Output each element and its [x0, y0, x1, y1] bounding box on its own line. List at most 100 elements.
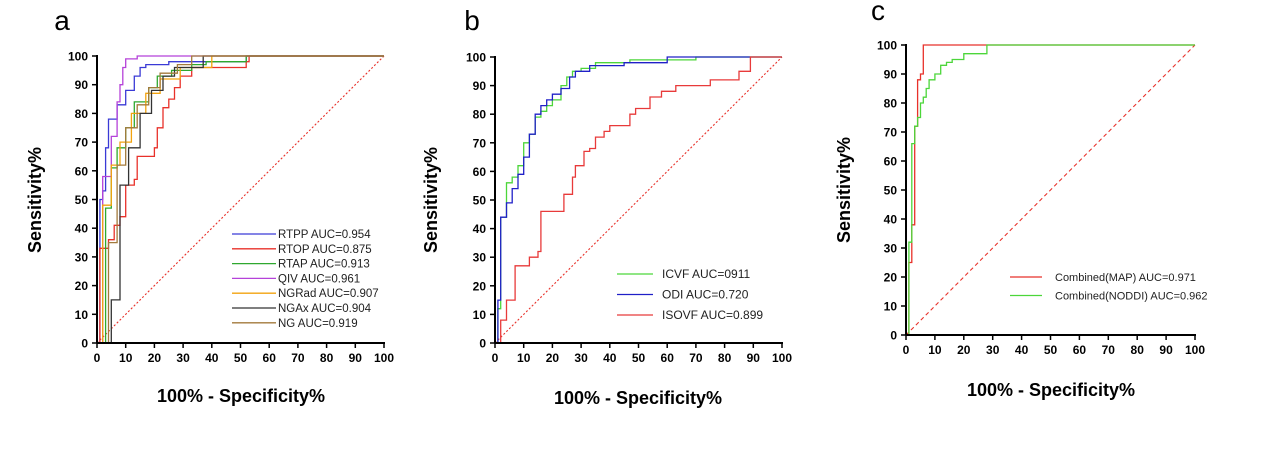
panel-label: b [464, 5, 480, 36]
x-tick-label: 80 [718, 351, 732, 365]
y-tick-label: 80 [75, 107, 89, 121]
y-tick-label: 70 [473, 136, 487, 150]
legend-entry: ISOVF AUC=0.899 [662, 308, 763, 322]
legend-entry: RTOP AUC=0.875 [278, 244, 372, 256]
y-tick-label: 80 [473, 108, 487, 122]
y-tick-label: 20 [473, 279, 487, 293]
y-tick-label: 50 [75, 193, 89, 207]
y-tick-label: 80 [884, 97, 898, 111]
x-tick-label: 10 [928, 343, 942, 357]
x-tick-label: 20 [546, 351, 560, 365]
x-axis-title: 100% - Specificity% [967, 380, 1135, 400]
chart-panel-c: c 0 10 20 30 40 50 60 70 80 90 100 0 10 20 30 40 50 60 70 80… [834, 0, 1208, 400]
y-tick-label: 30 [75, 250, 89, 264]
x-tick-label: 50 [234, 351, 248, 365]
chart-panel-a: a 0 10 20 30 40 50 60 70 80 90 100 0 10 20 30 40 50 60 70 80… [25, 5, 394, 406]
legend-entry: NG AUC=0.919 [278, 318, 358, 330]
y-tick-label: 30 [884, 242, 898, 256]
y-tick-label: 70 [75, 136, 89, 150]
legend-entry: RTAP AUC=0.913 [278, 259, 370, 271]
y-tick-label: 50 [884, 184, 898, 198]
legend-entry: Combined(NODDI) AUC=0.962 [1055, 291, 1208, 303]
y-tick-label: 30 [473, 251, 487, 265]
x-tick-label: 30 [986, 343, 1000, 357]
y-tick-label: 10 [884, 300, 898, 314]
x-tick-label: 0 [492, 351, 499, 365]
y-tick-label: 70 [884, 126, 898, 140]
series-line-qiv [97, 55, 384, 344]
x-tick-label: 50 [1044, 343, 1058, 357]
x-tick-label: 40 [603, 351, 617, 365]
x-tick-label: 80 [1131, 343, 1145, 357]
y-tick-label: 0 [890, 329, 897, 343]
x-tick-label: 90 [747, 351, 761, 365]
reference-diagonal-line [905, 44, 1196, 336]
y-tick-label: 20 [75, 279, 89, 293]
y-tick-label: 100 [68, 50, 88, 64]
series-line-odi [495, 56, 782, 344]
y-tick-label: 60 [473, 165, 487, 179]
y-tick-label: 40 [75, 222, 89, 236]
x-tick-label: 0 [94, 351, 101, 365]
y-tick-label: 10 [473, 308, 487, 322]
x-axis-title: 100% - Specificity% [157, 386, 325, 406]
panel-label: a [54, 5, 70, 36]
x-tick-label: 90 [349, 351, 363, 365]
reference-diagonal-line [494, 56, 783, 344]
x-tick-label: 70 [689, 351, 703, 365]
y-tick-label: 90 [473, 79, 487, 93]
x-tick-label: 90 [1159, 343, 1173, 357]
x-tick-label: 40 [205, 351, 219, 365]
y-tick-label: 0 [81, 337, 88, 351]
x-tick-label: 70 [291, 351, 305, 365]
x-axis-title: 100% - Specificity% [554, 388, 722, 408]
x-tick-label: 30 [574, 351, 588, 365]
legend-entry: ICVF AUC=0911 [662, 267, 750, 281]
y-tick-label: 90 [75, 78, 89, 92]
legend-entry: NGAx AUC=0.904 [278, 303, 372, 315]
series-line-ngax [97, 55, 384, 344]
series-line-ng [97, 55, 384, 344]
series-line-combined-noddi- [906, 44, 1195, 336]
legend-entry: ODI AUC=0.720 [662, 288, 749, 302]
y-tick-label: 40 [884, 213, 898, 227]
y-tick-label: 60 [75, 164, 89, 178]
y-axis-title: Sensitivity% [421, 147, 441, 253]
x-tick-label: 50 [632, 351, 646, 365]
y-tick-label: 40 [473, 222, 487, 236]
y-axis-title: Sensitivity% [834, 137, 854, 243]
x-tick-label: 10 [119, 351, 133, 365]
y-tick-label: 100 [466, 51, 486, 65]
y-tick-label: 0 [479, 337, 486, 351]
x-tick-label: 100 [772, 351, 792, 365]
x-tick-label: 40 [1015, 343, 1029, 357]
panel-label: c [871, 0, 885, 26]
x-tick-label: 10 [517, 351, 531, 365]
x-tick-label: 20 [148, 351, 162, 365]
legend-entry: Combined(MAP) AUC=0.971 [1055, 272, 1196, 284]
x-tick-label: 100 [374, 351, 394, 365]
legend-entry: NGRad AUC=0.907 [278, 288, 379, 300]
x-tick-label: 60 [661, 351, 675, 365]
x-tick-label: 60 [263, 351, 277, 365]
legend-entry: RTPP AUC=0.954 [278, 229, 371, 241]
x-tick-label: 80 [320, 351, 334, 365]
x-tick-label: 100 [1185, 343, 1205, 357]
x-tick-label: 0 [903, 343, 910, 357]
series-line-rtop [97, 55, 384, 344]
y-tick-label: 20 [884, 271, 898, 285]
x-tick-label: 20 [957, 343, 971, 357]
series-line-isovf [495, 56, 782, 344]
chart-panel-b: b 0 10 20 30 40 50 60 70 80 90 100 0 10 20 30 40 50 60 70 80… [421, 5, 792, 408]
y-tick-label: 90 [884, 68, 898, 82]
series-line-icvf [495, 56, 782, 344]
x-tick-label: 70 [1102, 343, 1116, 357]
y-tick-label: 10 [75, 308, 89, 322]
x-tick-label: 60 [1073, 343, 1087, 357]
y-axis-title: Sensitivity% [25, 147, 45, 253]
y-tick-label: 60 [884, 155, 898, 169]
legend-entry: QIV AUC=0.961 [278, 273, 360, 285]
x-tick-label: 30 [176, 351, 190, 365]
y-tick-label: 50 [473, 194, 487, 208]
